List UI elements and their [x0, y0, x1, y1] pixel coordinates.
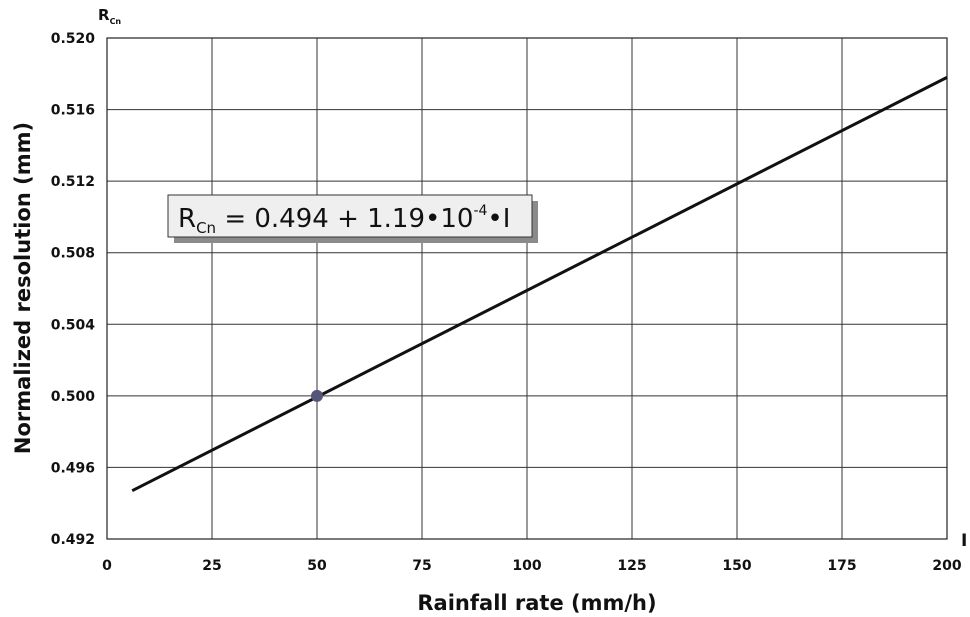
y-axis-symbol: RCn [98, 6, 121, 26]
x-tick-label: 25 [202, 558, 221, 574]
y-tick-label: 0.492 [51, 532, 95, 548]
equation-lhs-sub: Cn [196, 219, 216, 237]
grid [106, 37, 948, 540]
equation-tail: •I [487, 204, 510, 234]
x-tick-labels: 0 25 50 75 100 125 150 175 200 [102, 558, 962, 574]
y-axis-symbol-main: R [98, 6, 110, 24]
y-tick-label: 0.516 [51, 103, 95, 119]
x-tick-label: 125 [617, 558, 646, 574]
x-tick-label: 50 [307, 558, 327, 574]
equation-box: RCn = 0.494 + 1.19•10-4•I [167, 194, 538, 243]
series-line [131, 76, 948, 493]
x-tick-label: 75 [412, 558, 431, 574]
y-tick-labels: 0.492 0.496 0.500 0.504 0.508 0.512 0.516 0.520 [51, 31, 96, 548]
equation-text: RCn = 0.494 + 1.19•10-4•I [178, 203, 510, 237]
y-tick-label: 0.500 [51, 389, 96, 405]
y-axis-title: Normalized resolution (mm) [11, 122, 35, 454]
x-axis-title: Rainfall rate (mm/h) [417, 591, 656, 615]
equation-body: = 0.494 + 1.19•10 [216, 204, 473, 234]
x-tick-label: 175 [827, 558, 856, 574]
data-point-marker [311, 389, 323, 402]
equation-exponent: -4 [473, 203, 487, 219]
x-tick-label: 100 [512, 558, 541, 574]
equation-lhs: R [178, 204, 196, 234]
y-tick-label: 0.508 [51, 246, 95, 262]
y-tick-label: 0.504 [51, 317, 96, 333]
y-tick-label: 0.512 [51, 174, 95, 190]
x-axis-symbol: I [961, 531, 967, 551]
x-tick-label: 150 [722, 558, 751, 574]
x-tick-label: 200 [932, 558, 961, 574]
series [131, 76, 948, 493]
y-axis-symbol-sub: Cn [110, 17, 122, 26]
plot-area [106, 37, 948, 540]
y-tick-label: 0.496 [51, 460, 95, 476]
y-tick-label: 0.520 [51, 31, 96, 47]
x-tick-label: 0 [102, 558, 112, 574]
